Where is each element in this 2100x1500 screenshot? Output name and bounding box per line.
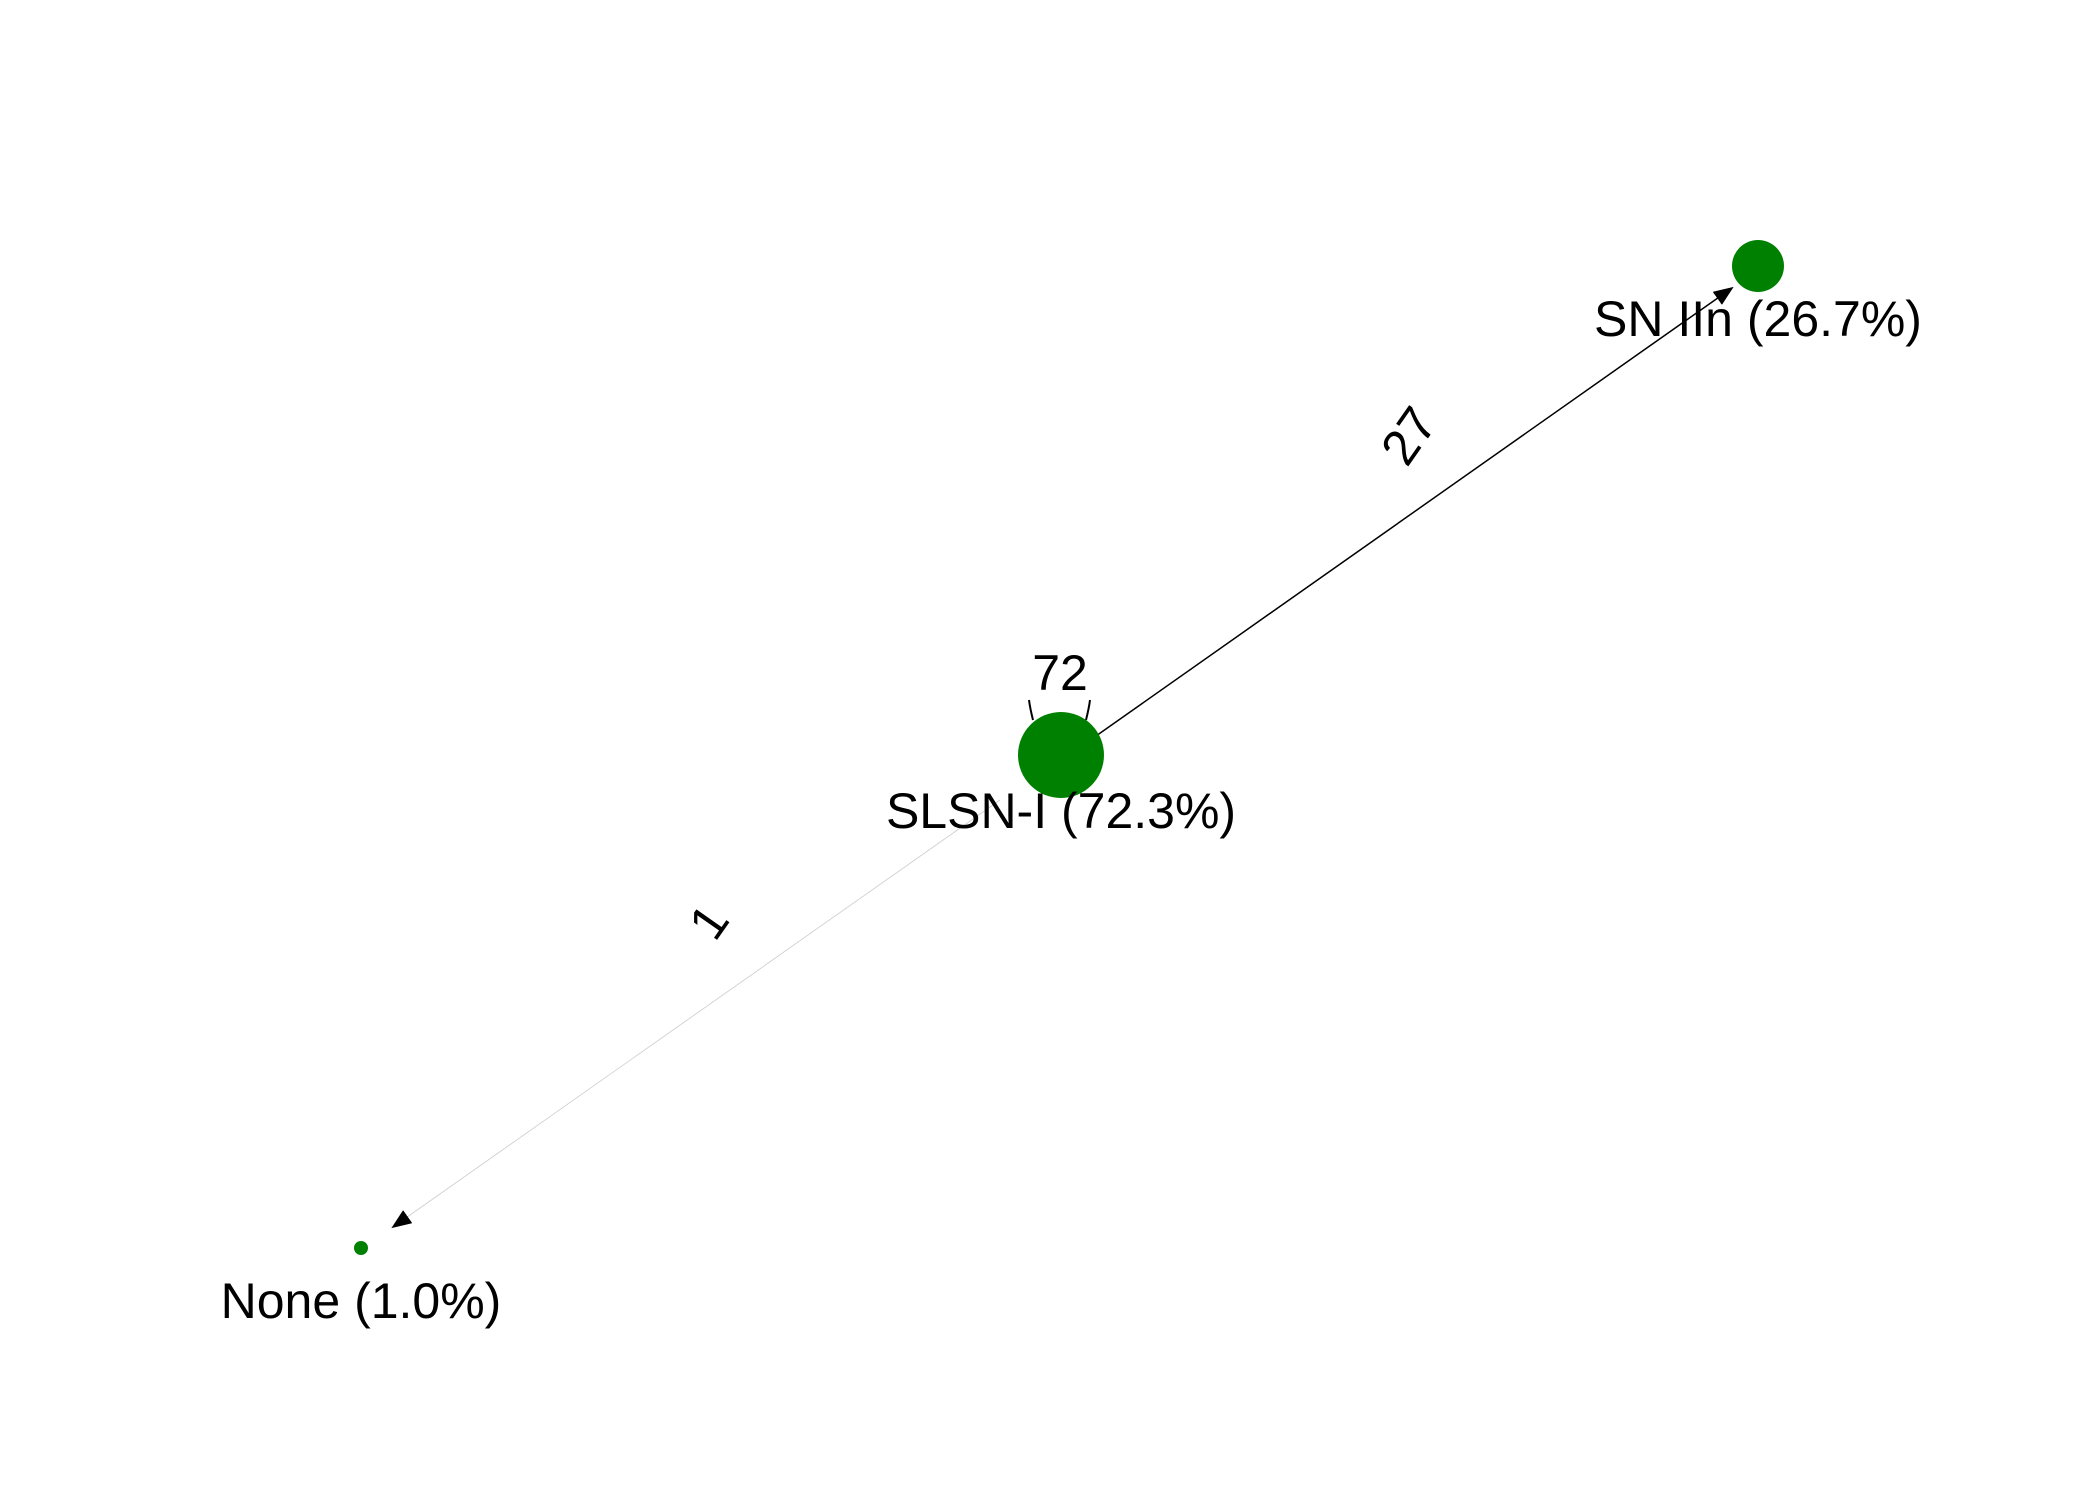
node-none-circle [354,1241,368,1255]
node-none: None (1.0%) [221,1241,502,1329]
node-slsn-i: SLSN-I (72.3%) [886,712,1236,839]
node-sn-iin-circle [1732,240,1784,292]
edge-slsn-to-none-label: 1 [678,894,740,949]
node-sn-iin: SN IIn (26.7%) [1594,240,1922,347]
edge-slsn-to-none: 1 [391,799,1001,1229]
edge-slsn-self-loop-path [1028,699,1091,721]
edge-slsn-to-sniin-line [1095,286,1734,737]
edge-slsn-to-sniin-label: 27 [1370,397,1448,475]
node-slsn-i-label: SLSN-I (72.3%) [886,783,1236,839]
node-none-label: None (1.0%) [221,1273,502,1329]
edge-slsn-self-loop-label: 72 [1032,645,1088,701]
edge-slsn-to-sniin: 27 [1095,286,1734,737]
node-sn-iin-label: SN IIn (26.7%) [1594,291,1922,347]
edge-slsn-self-loop: 72 [1028,645,1091,721]
node-slsn-i-circle [1018,712,1104,798]
edge-slsn-to-none-line [391,799,1001,1229]
